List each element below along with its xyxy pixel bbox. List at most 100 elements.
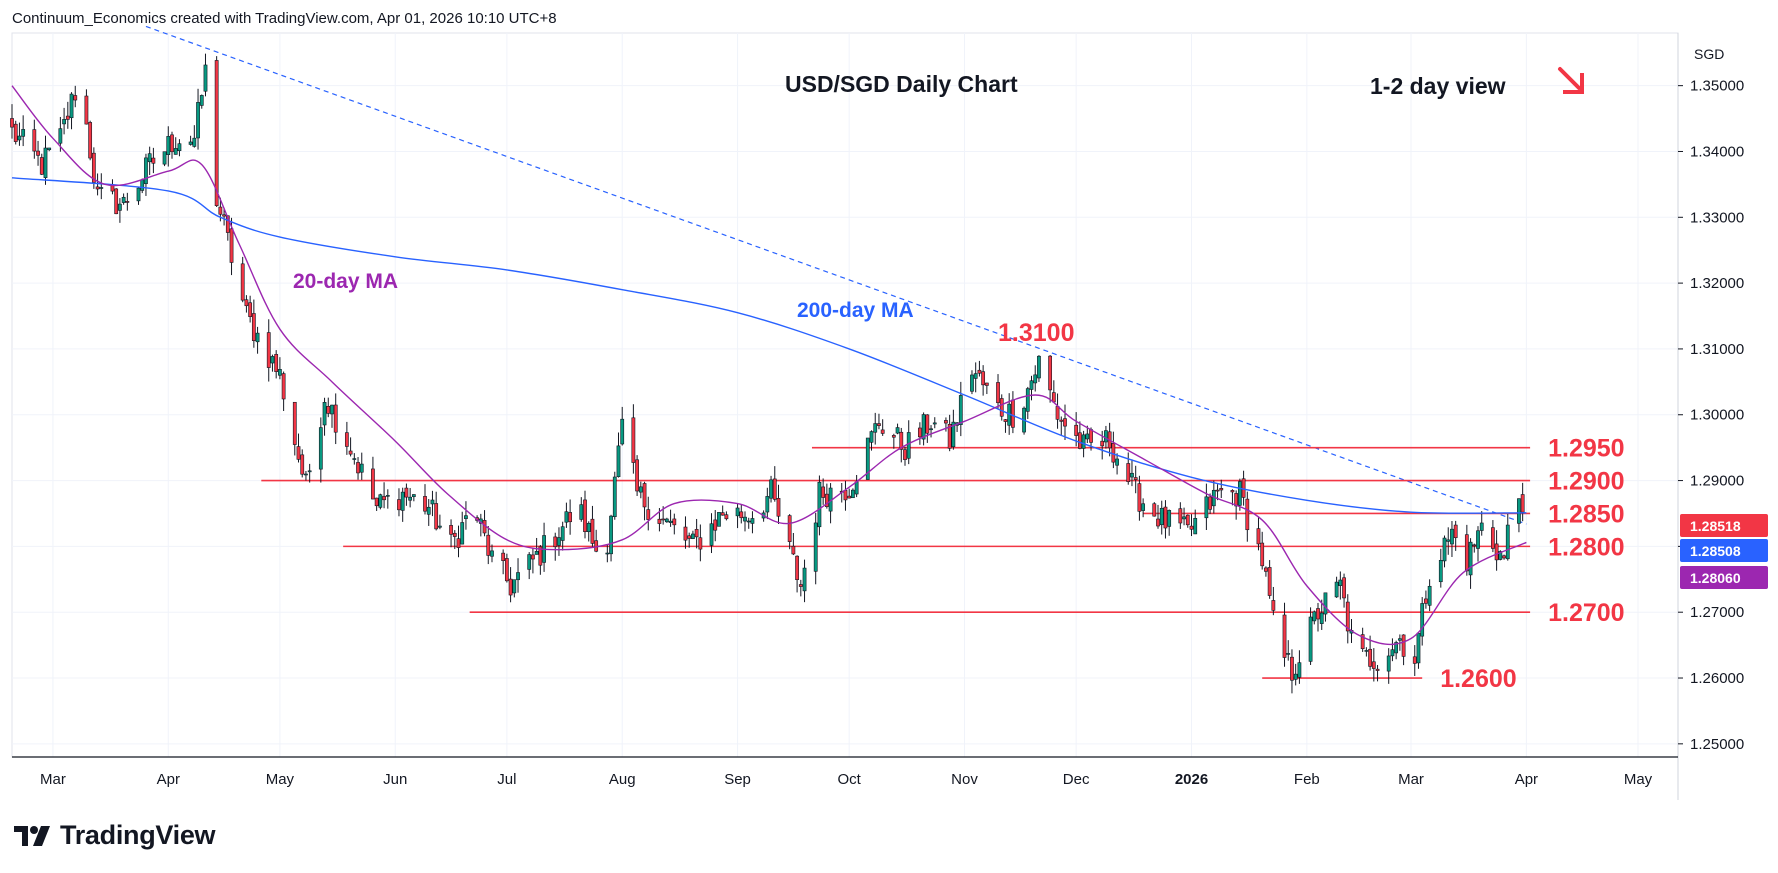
candle — [1245, 491, 1250, 542]
candle — [925, 414, 930, 443]
candle — [404, 483, 409, 506]
candle — [527, 552, 532, 580]
candle — [1412, 645, 1417, 676]
candle — [344, 421, 349, 455]
candle — [1029, 375, 1034, 401]
candle-body — [1215, 489, 1220, 492]
candle — [214, 56, 219, 208]
candle-body — [225, 215, 230, 233]
candle-body — [795, 555, 799, 580]
candle — [1152, 502, 1157, 517]
candle — [270, 354, 275, 372]
candle-body — [248, 302, 253, 317]
candle-body — [39, 157, 44, 175]
candle — [222, 207, 226, 226]
candle — [1464, 524, 1469, 576]
candle-body — [668, 520, 673, 523]
candle — [333, 393, 338, 445]
candle — [352, 453, 357, 465]
candle-body — [378, 494, 383, 508]
candle — [903, 446, 907, 466]
candle-body — [973, 373, 978, 379]
candle-body — [1104, 430, 1108, 443]
candle-body — [1152, 503, 1157, 517]
candle-body — [136, 187, 141, 202]
candle-body — [222, 214, 226, 217]
candle-body — [1520, 494, 1525, 513]
candle — [423, 484, 427, 515]
candle — [177, 139, 182, 157]
candle-body — [456, 538, 461, 548]
candle-body — [1267, 567, 1272, 596]
candle — [765, 487, 770, 520]
candle — [501, 549, 506, 575]
candle-body — [1271, 600, 1276, 611]
candle — [307, 463, 312, 483]
candle — [110, 179, 115, 195]
candle — [65, 101, 70, 129]
candle — [1401, 634, 1406, 666]
candle — [1342, 573, 1346, 608]
candle — [88, 120, 93, 161]
candle — [970, 370, 974, 395]
candle — [743, 511, 747, 532]
candle-body — [873, 423, 878, 433]
candle-body — [356, 462, 360, 474]
candle-body — [84, 95, 89, 125]
candle — [1130, 459, 1134, 487]
candle-body — [1074, 424, 1079, 436]
candle — [1025, 386, 1030, 420]
candle-body — [802, 567, 807, 592]
candle-body — [568, 512, 573, 523]
candle-body — [449, 525, 453, 535]
candle-body — [1011, 399, 1015, 428]
price-tick-label: 1.25000 — [1690, 736, 1744, 753]
candle-body — [557, 537, 561, 546]
candle-body — [951, 421, 956, 448]
candle-body — [144, 157, 148, 185]
candle-body — [516, 572, 520, 581]
candle-body — [199, 95, 204, 106]
candle — [304, 471, 308, 481]
time-tick-label: Dec — [1063, 771, 1090, 788]
candle — [1517, 498, 1521, 533]
candle — [348, 437, 353, 457]
candle — [456, 525, 461, 558]
candle-body — [1479, 522, 1484, 531]
candle — [906, 420, 911, 465]
candle — [672, 513, 677, 535]
candle — [847, 488, 852, 499]
level-label-1.3100: 1.3100 — [998, 319, 1074, 347]
candle — [1204, 483, 1209, 531]
candle-body — [501, 552, 506, 561]
price-tick-label: 1.33000 — [1690, 209, 1744, 226]
candle — [787, 514, 792, 550]
candle — [821, 478, 826, 505]
candle-body — [1167, 510, 1172, 527]
candle-body — [851, 489, 855, 499]
candle-body — [590, 518, 595, 544]
candle-body — [307, 470, 312, 473]
candle-body — [1334, 581, 1339, 598]
price-tick-label: 1.26000 — [1690, 670, 1744, 687]
candle-body — [1077, 432, 1082, 449]
candle-body — [921, 414, 926, 440]
candle — [255, 326, 260, 354]
candle-body — [877, 423, 881, 426]
candle — [151, 147, 156, 174]
candle — [880, 419, 885, 436]
candle-body — [430, 499, 435, 505]
time-tick-label: Jul — [497, 771, 516, 788]
candle-body — [173, 148, 178, 155]
candle-body — [504, 558, 509, 582]
candle — [1371, 648, 1376, 682]
candle-body — [609, 515, 613, 555]
candle-body — [240, 263, 245, 301]
candle — [1156, 504, 1160, 529]
candle-body — [1115, 458, 1119, 466]
candle — [646, 496, 651, 531]
candle-body — [791, 545, 796, 555]
ma200-line — [11, 177, 1527, 514]
candle — [1159, 500, 1164, 535]
candle-body — [1316, 608, 1320, 620]
